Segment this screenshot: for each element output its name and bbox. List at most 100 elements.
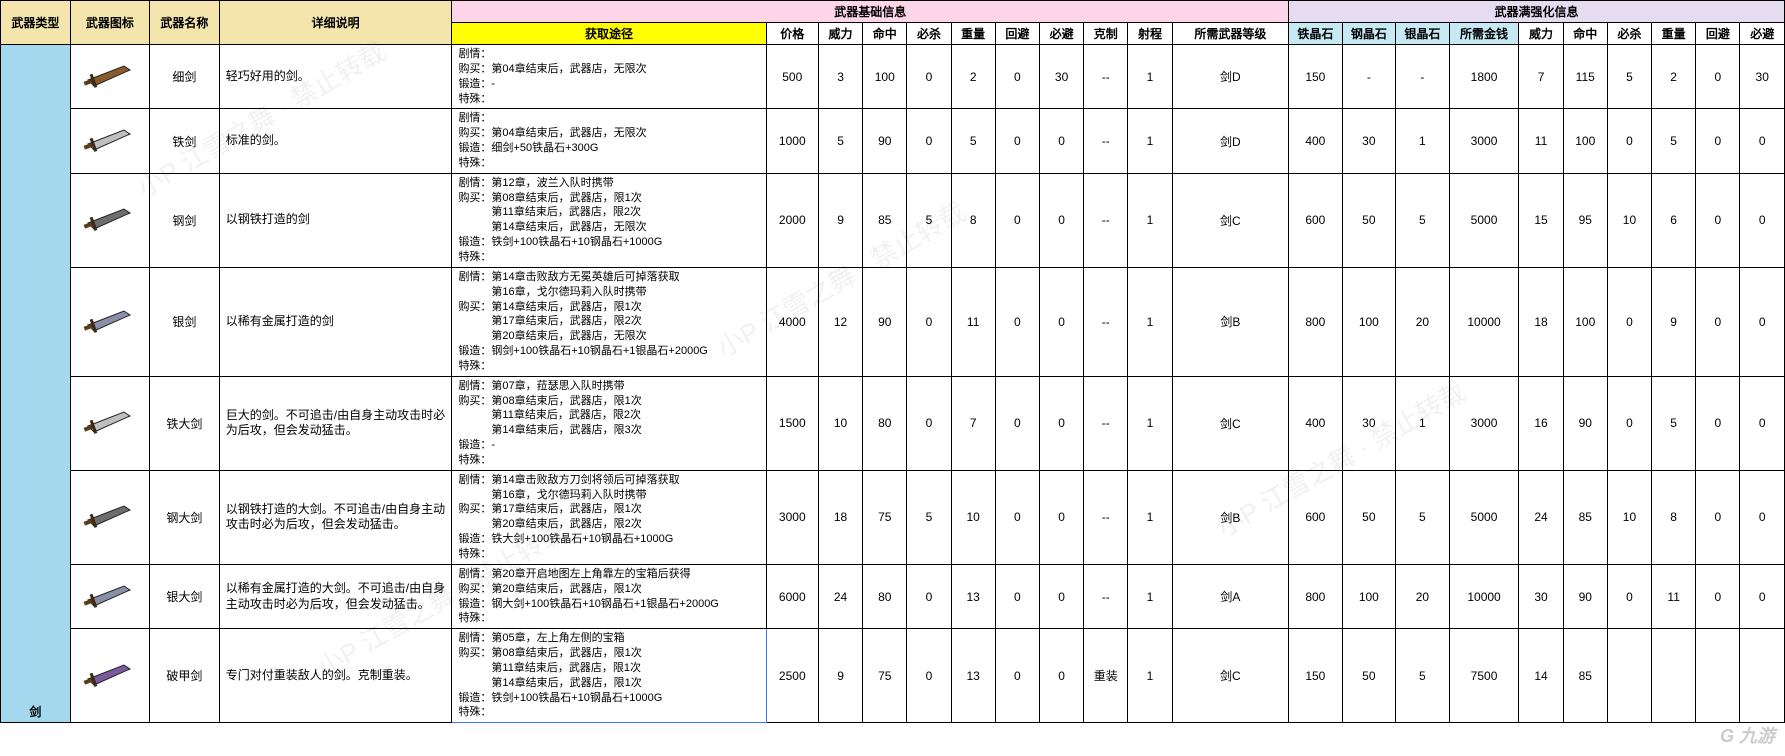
material-stat: 600 (1289, 470, 1343, 564)
base-stat: 75 (863, 629, 907, 723)
base-stat: 0 (907, 109, 951, 173)
max-stat: 0 (1607, 376, 1651, 470)
base-stat: 2500 (766, 629, 818, 723)
base-stat: 8 (951, 173, 995, 267)
max-stat: 85 (1563, 470, 1607, 564)
weapon-acquire: 剧情：第20章开启地图左上角靠左的宝箱后获得购买：第20章结束后，武器店，限1次… (452, 564, 766, 628)
base-stat: 0 (995, 629, 1039, 723)
base-stat: 剑C (1172, 173, 1289, 267)
base-stat: 9 (818, 629, 862, 723)
weapon-icon (70, 173, 149, 267)
base-stat: 剑B (1172, 470, 1289, 564)
base-stat: -- (1084, 564, 1128, 628)
base-stat: 75 (863, 470, 907, 564)
hdr-max-1: 命中 (1563, 23, 1607, 45)
hdr-base-9: 所需武器等级 (1172, 23, 1289, 45)
max-stat: 0 (1696, 376, 1740, 470)
weapon-name: 细剑 (149, 45, 219, 109)
base-stat: 0 (1039, 376, 1083, 470)
base-stat: -- (1084, 470, 1128, 564)
hdr-base-3: 必杀 (907, 23, 951, 45)
weapon-name: 铁剑 (149, 109, 219, 173)
hdr-image: 武器图标 (70, 1, 149, 45)
material-stat: 20 (1396, 267, 1450, 376)
base-stat: 6000 (766, 564, 818, 628)
base-stat: 11 (951, 267, 995, 376)
base-stat: 重装 (1084, 629, 1128, 723)
hdr-base-4: 重量 (951, 23, 995, 45)
base-stat: 2000 (766, 173, 818, 267)
weapon-acquire: 剧情：第07章，菈瑟思入队时携带购买：第08章结束后，武器店，限1次 第11章结… (452, 376, 766, 470)
material-stat: 400 (1289, 109, 1343, 173)
base-stat: 0 (995, 109, 1039, 173)
hdr-max-2: 必杀 (1607, 23, 1651, 45)
max-stat (1607, 629, 1651, 723)
max-stat: 0 (1696, 267, 1740, 376)
max-stat: 0 (1696, 564, 1740, 628)
hdr-base-group: 武器基础信息 (452, 1, 1289, 23)
material-stat: 600 (1289, 173, 1343, 267)
material-stat: 1 (1396, 109, 1450, 173)
base-stat: -- (1084, 267, 1128, 376)
site-logo: G 九游 (1720, 722, 1775, 748)
hdr-mat-3: 所需金钱 (1449, 23, 1519, 45)
material-stat: 5000 (1449, 470, 1519, 564)
weapon-acquire: 剧情：第05章，左上角左侧的宝箱购买：第08章结束后，武器店，限1次 第11章结… (452, 629, 766, 723)
table-row: 钢大剑以钢铁打造的大剑。不可追击/由自身主动攻击时必为后攻，但会发动猛击。剧情：… (1, 470, 1785, 564)
material-stat: 5000 (1449, 173, 1519, 267)
base-stat: 0 (995, 267, 1039, 376)
base-stat: 10 (951, 470, 995, 564)
base-stat: 剑B (1172, 267, 1289, 376)
hdr-base-5: 回避 (995, 23, 1039, 45)
weapon-desc: 专门对付重装敌人的剑。克制重装。 (219, 629, 452, 723)
max-stat: 0 (1696, 470, 1740, 564)
base-stat: 1 (1128, 470, 1172, 564)
base-stat: 10 (818, 376, 862, 470)
material-stat: 100 (1342, 564, 1396, 628)
base-stat: 剑D (1172, 109, 1289, 173)
hdr-max-0: 威力 (1519, 23, 1563, 45)
base-stat: 0 (1039, 564, 1083, 628)
base-stat: 13 (951, 564, 995, 628)
hdr-base-7: 克制 (1084, 23, 1128, 45)
material-stat: 3000 (1449, 109, 1519, 173)
base-stat: 30 (1039, 45, 1083, 109)
base-stat: 9 (818, 173, 862, 267)
max-stat: 8 (1652, 470, 1696, 564)
base-stat: 1 (1128, 109, 1172, 173)
base-stat: 0 (907, 564, 951, 628)
table-row: 银大剑以稀有金属打造的大剑。不可追击/由自身主动攻击时必为后攻，但会发动猛击。剧… (1, 564, 1785, 628)
weapon-desc: 以钢铁打造的剑 (219, 173, 452, 267)
weapon-acquire: 剧情：第14章击败敌方刀剑将领后可掉落获取 第16章，戈尔德玛莉入队时携带购买：… (452, 470, 766, 564)
max-stat: 85 (1563, 629, 1607, 723)
max-stat: 0 (1607, 564, 1651, 628)
material-stat: 50 (1342, 470, 1396, 564)
table-row: 银剑以稀有金属打造的剑剧情：第14章击败敌方无冕英雄后可掉落获取 第16章，戈尔… (1, 267, 1785, 376)
material-stat: 800 (1289, 267, 1343, 376)
material-stat: 30 (1342, 109, 1396, 173)
max-stat: 6 (1652, 173, 1696, 267)
hdr-base-2: 命中 (863, 23, 907, 45)
base-stat: 1 (1128, 173, 1172, 267)
hdr-mat-2: 银晶石 (1396, 23, 1450, 45)
weapon-name: 铁大剑 (149, 376, 219, 470)
base-stat: 100 (863, 45, 907, 109)
weapon-name: 钢大剑 (149, 470, 219, 564)
max-stat: 5 (1652, 109, 1696, 173)
base-stat: 0 (1039, 629, 1083, 723)
weapon-desc: 以钢铁打造的大剑。不可追击/由自身主动攻击时必为后攻，但会发动猛击。 (219, 470, 452, 564)
material-stat: 10000 (1449, 267, 1519, 376)
material-stat: 5 (1396, 470, 1450, 564)
hdr-acquire: 获取途径 (452, 23, 766, 45)
max-stat: 10 (1607, 173, 1651, 267)
max-stat: 0 (1607, 267, 1651, 376)
max-stat: 0 (1740, 267, 1785, 376)
weapon-desc: 以稀有金属打造的剑 (219, 267, 452, 376)
base-stat: 0 (907, 267, 951, 376)
weapon-icon (70, 564, 149, 628)
material-stat: 50 (1342, 629, 1396, 723)
max-stat: 0 (1740, 109, 1785, 173)
base-stat: 80 (863, 564, 907, 628)
hdr-base-8: 射程 (1128, 23, 1172, 45)
max-stat: 14 (1519, 629, 1563, 723)
